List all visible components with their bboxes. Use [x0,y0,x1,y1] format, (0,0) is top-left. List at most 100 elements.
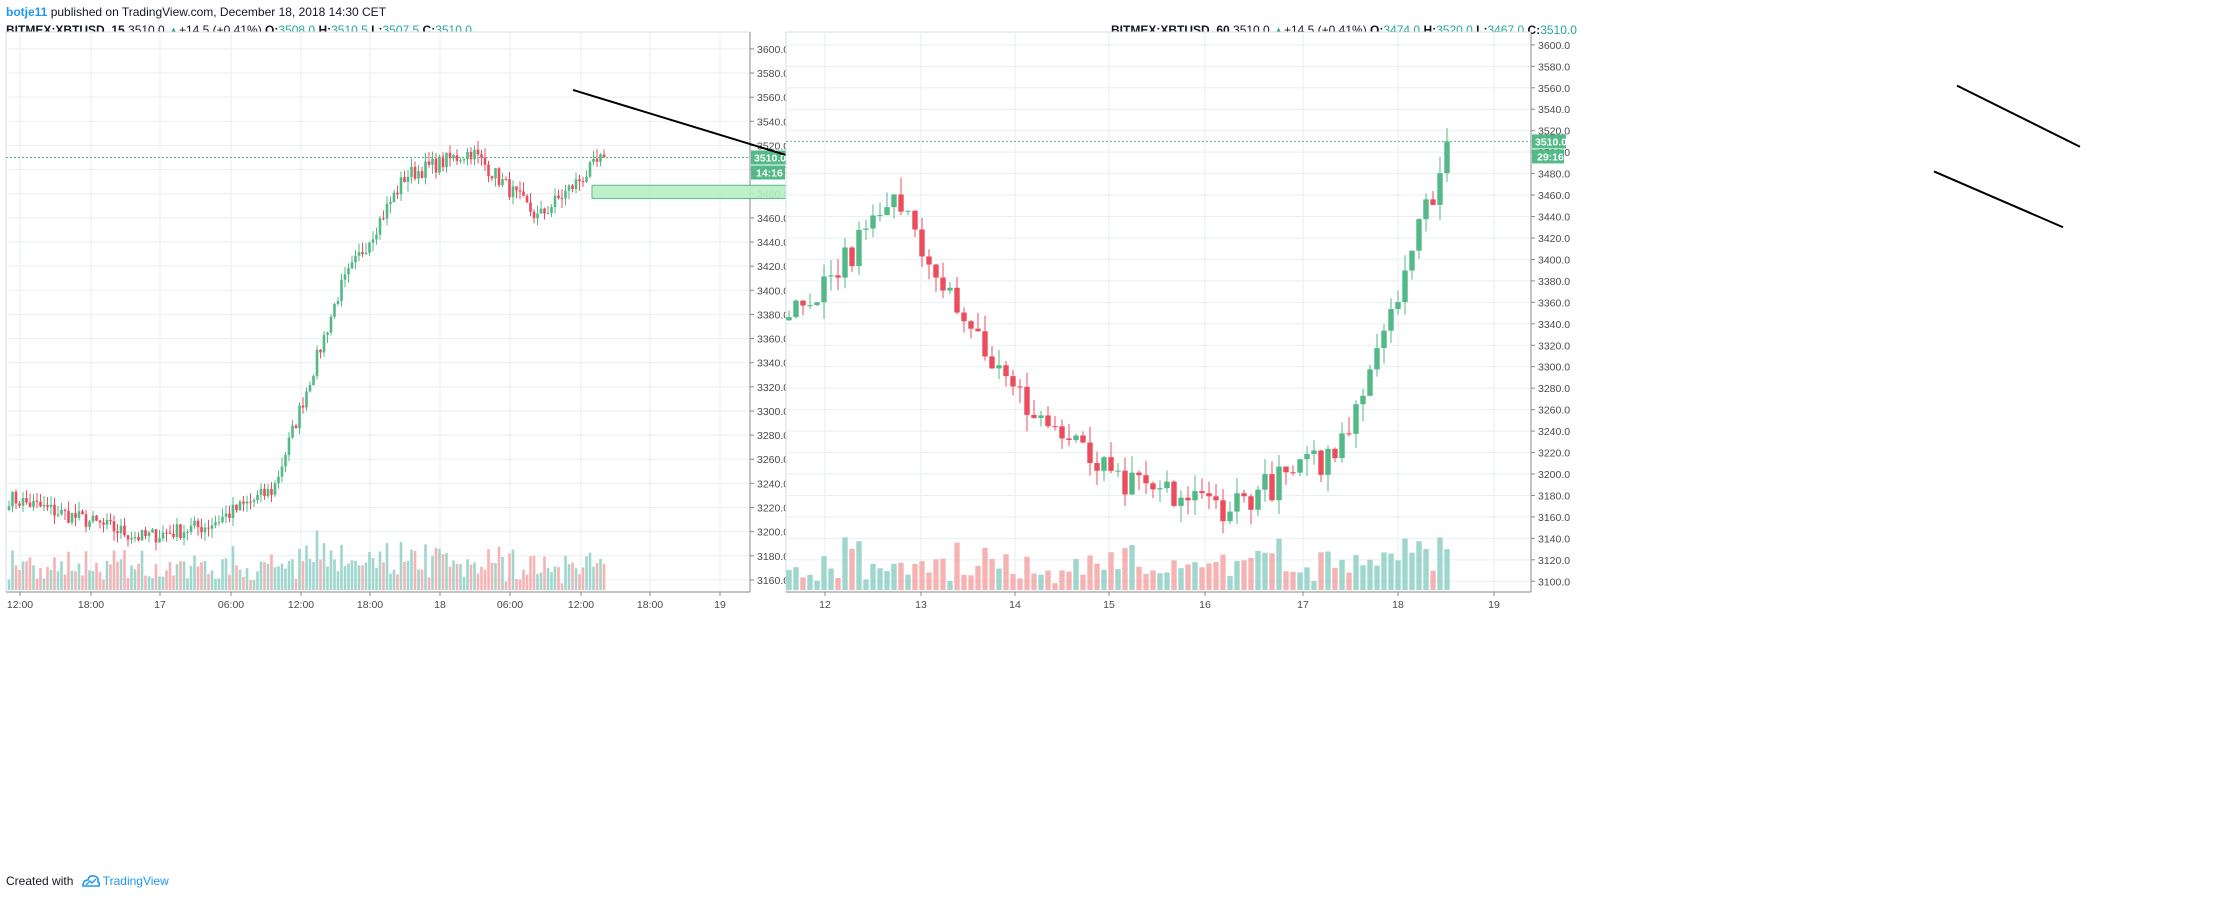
candle-body [786,317,792,321]
volume-bar [1129,545,1135,590]
candle-body [434,158,438,173]
volume-bar [553,566,557,590]
candle-body [95,515,98,521]
volume-bar [291,559,294,590]
candle-body [835,275,841,278]
candle-body [996,365,1002,369]
volume-bar [1059,570,1065,590]
candle-body [863,228,869,230]
volume-bar [786,570,792,590]
tradingview-logo-icon [81,875,100,887]
candle-body [214,522,217,526]
candles [7,140,606,551]
candle-body [112,521,116,532]
candle-body [567,185,571,191]
candle-body [287,437,291,455]
candle-body [1395,302,1401,310]
volume-bar [989,559,995,590]
candle-body [256,494,259,500]
tradingview-brand[interactable]: TradingView [102,874,169,888]
volume-bar [270,554,273,590]
candle-body [441,156,445,168]
volume-bar [364,562,368,590]
volume-bar [1052,583,1058,590]
x-tick-label: 06:00 [218,599,244,611]
y-tick-label: 3240.0 [1538,426,1570,438]
grid [6,32,750,592]
volume-bar [1087,555,1093,590]
last-price-tag [1532,134,1566,149]
candle-body [35,500,39,502]
candle-body [312,375,315,386]
volume-bar [578,574,581,590]
volume-bar [168,562,172,590]
x-tick-label: 15 [1103,599,1115,611]
author-name[interactable]: botje11 [6,5,48,19]
y-tick-label: 3300.0 [757,406,789,418]
y-tick-label: 3180.0 [1538,490,1570,502]
volume-bar [371,558,375,590]
candle-body [476,149,480,155]
x-tick-label: 14 [1009,599,1021,611]
candle-body [560,198,564,200]
candle-body [385,203,389,219]
candle-body [466,151,469,160]
volume-bar [368,552,371,590]
candle-body [165,532,168,534]
y-tick-label: 3220.0 [1538,448,1570,460]
volume-bar [849,548,855,590]
y-tick-label: 3360.0 [757,334,789,346]
candle-body [427,161,431,165]
volume-bar [63,574,67,590]
candle-body [1283,466,1289,473]
y-tick-label: 3120.0 [1538,555,1570,567]
candle-body [919,229,925,257]
candle-body [557,195,560,199]
volume-bar [123,550,126,590]
volume-bar [1409,552,1415,590]
volume-bar [483,569,487,590]
candle-body [1080,435,1086,443]
volume-bar [375,567,378,590]
volume-bar [294,578,298,590]
volume-bars [7,530,606,590]
volume-bar [529,556,532,590]
volume-bar [1073,558,1079,590]
volume-bar [1430,570,1436,590]
volume-bar [1199,567,1205,590]
candle-body [968,321,974,329]
volume-bar [35,578,39,590]
volume-bar [581,567,585,590]
candle-body [326,332,329,335]
candle-body [242,501,245,504]
volume-bar [1010,574,1016,590]
volume-bar [961,574,967,590]
volume-bar [273,567,277,590]
volume-bar [947,581,953,590]
left-chart: 3160.0 3180.0 3200.0 3220.0 3240.0 3260.0 3280… [5,31,976,611]
volume-bar [144,575,147,590]
candle-body [56,514,60,516]
volume-bar [546,568,550,590]
volume-bar [221,559,224,590]
candle-body [280,466,284,477]
volume-bar [525,574,529,590]
y-tick-label: 3160.0 [757,575,789,587]
candle-body [273,483,277,495]
countdown-tag [1532,149,1564,164]
volume-bar [182,561,186,590]
volume-bar [592,566,595,590]
volume-bar [161,576,165,590]
volume-bar [975,565,981,590]
volume-bar [863,579,869,590]
volume-bar [564,555,567,590]
candle-body [1388,309,1394,331]
volume-bar [151,578,154,590]
volume-bar [473,562,476,590]
candle-body [389,202,392,204]
candle-body [270,488,273,495]
volume-bar [828,568,834,590]
volume-bar [595,563,599,590]
volume-bar [522,569,525,590]
